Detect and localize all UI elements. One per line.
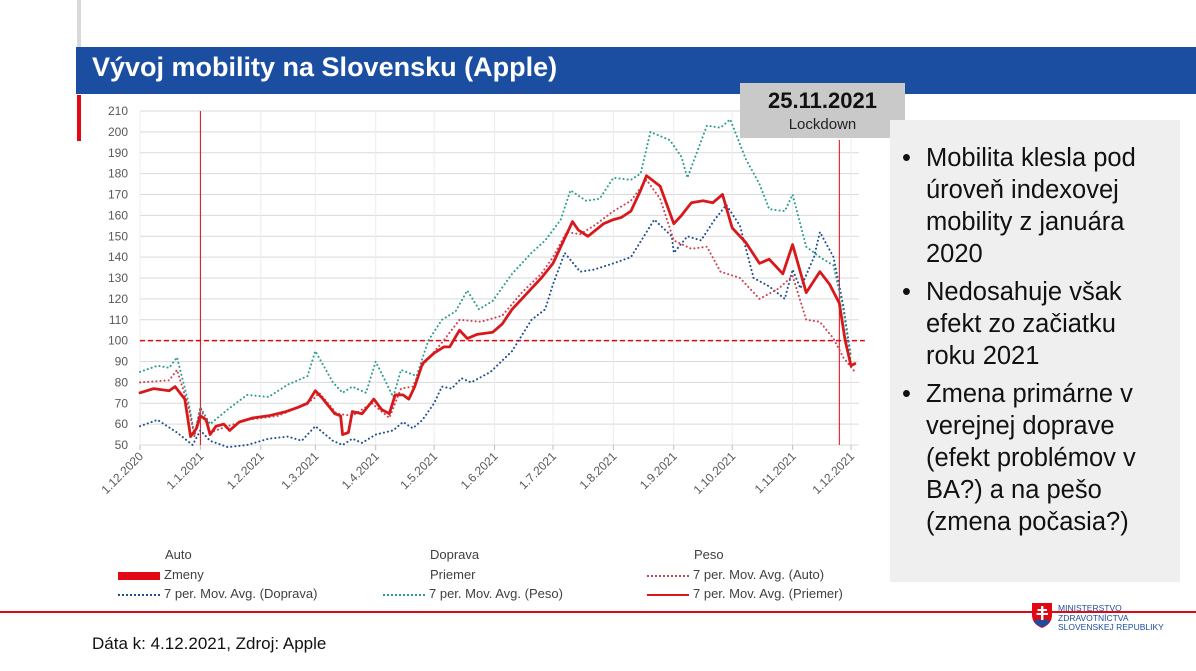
legend-swatch (118, 571, 160, 580)
x-tick-label: 1.9.2021 (637, 449, 680, 492)
x-tick-label: 1.12.2020 (98, 449, 146, 497)
legend-auto-avg: 7 per. Mov. Avg. (Auto) (647, 567, 824, 582)
logo-text: SLOVENSKEJ REPUBLIKY (1058, 622, 1164, 632)
logo-text: MINISTERSTVO (1058, 603, 1122, 613)
series-line--per-mov-avg-doprava (139, 203, 852, 449)
series-line--per-mov-avg-auto (139, 178, 856, 438)
x-tick-label: 1.5.2021 (397, 449, 440, 492)
note-text: Zmena primárne v verejnej doprave (efekt… (926, 380, 1136, 536)
series-lines (138, 118, 857, 449)
legend-doprava: Doprava (430, 547, 480, 562)
notes-box: • Mobilita klesla pod úroveň indexovej mo… (890, 120, 1180, 582)
x-tick-label: 1.2.2021 (224, 449, 267, 492)
note-item: • Mobilita klesla pod úroveň indexovej mo… (902, 142, 1166, 270)
x-tick-label: 1.6.2021 (458, 449, 501, 492)
x-tick-label: 1.12.2021 (809, 449, 857, 497)
title-bar (76, 47, 1196, 94)
y-axis-ticks: 50 60 70 80 90 100 110 120 130 140 150 160 170 180 190… (108, 104, 128, 452)
y-tick-label: 130 (108, 271, 128, 285)
x-tick-label: 1.11.2021 (752, 449, 799, 496)
x-tick-label: 1.1.2021 (164, 449, 207, 492)
series-line--per-mov-avg-priemer (138, 174, 857, 439)
series-line--per-mov-avg-peso (139, 118, 852, 436)
y-tick-label: 180 (108, 167, 128, 181)
y-tick-label: 210 (108, 104, 128, 118)
y-tick-label: 200 (108, 125, 128, 139)
y-tick-label: 170 (108, 188, 128, 202)
y-tick-label: 140 (108, 250, 128, 264)
slide-title: Vývoj mobility na Slovensku (Apple) (92, 52, 558, 82)
y-tick-label: 100 (108, 334, 128, 348)
note-text: Nedosahuje však efekt zo začiatku roku 2… (926, 278, 1122, 370)
y-tick-label: 80 (115, 375, 129, 389)
note-item: • Zmena primárne v verejnej doprave (efek… (902, 378, 1166, 538)
legend-swatch (647, 593, 689, 596)
x-tick-label: 1.7.2021 (516, 449, 559, 492)
legend-swatch (118, 593, 160, 596)
ministry-logo: MINISTERSTVO ZDRAVOTNÍCTVA SLOVENSKEJ RE… (1030, 601, 1164, 634)
lockdown-date: 25.11.2021 (768, 88, 877, 113)
y-tick-label: 150 (108, 229, 128, 243)
grid (139, 110, 859, 450)
mobility-line-chart: 50 60 70 80 90 100 110 120 130 140 150 160 170 180 190… (98, 104, 865, 497)
x-axis-ticks: 1.12.2020 1.1.2021 1.2.2021 1.3.2021 1.4.202… (98, 449, 857, 497)
x-tick-label: 1.10.2021 (691, 449, 739, 497)
x-tick-label: 1.8.2021 (577, 449, 620, 492)
note-item: • Nedosahuje však efekt zo začiatku roku … (902, 276, 1166, 372)
x-tick-label: 1.3.2021 (279, 449, 322, 492)
legend-doprava-avg: 7 per. Mov. Avg. (Doprava) (118, 586, 317, 601)
y-tick-label: 50 (115, 438, 129, 452)
legend-zmeny: Zmeny (118, 567, 204, 582)
y-tick-label: 60 (115, 417, 129, 431)
logo-text: ZDRAVOTNÍCTVA (1058, 613, 1129, 623)
lockdown-label: Lockdown (788, 116, 857, 133)
legend-priemer-avg: 7 per. Mov. Avg. (Priemer) (647, 586, 843, 601)
y-tick-label: 120 (108, 292, 128, 306)
bullet-icon: • (902, 278, 911, 306)
slovak-coat-of-arms-icon (1032, 603, 1052, 628)
y-tick-label: 70 (115, 396, 129, 410)
note-text: Mobilita klesla pod úroveň indexovej mob… (926, 144, 1136, 268)
legend-swatch (647, 574, 689, 577)
legend-priemer: Priemer (430, 567, 476, 582)
red-accent-bar (77, 95, 81, 141)
legend-peso: Peso (694, 547, 724, 562)
header-grey-rule (77, 0, 81, 47)
x-tick-label: 1.4.2021 (339, 449, 382, 492)
bullet-icon: • (902, 144, 911, 172)
lockdown-annotation: 25.11.2021 Lockdown (740, 83, 905, 138)
footer-rule (0, 611, 1196, 613)
y-tick-label: 160 (108, 208, 128, 222)
y-tick-label: 90 (115, 355, 129, 369)
legend-swatch (383, 593, 425, 596)
legend-peso-avg: 7 per. Mov. Avg. (Peso) (383, 586, 563, 601)
source-note: Dáta k: 4.12.2021, Zdroj: Apple (92, 634, 327, 653)
y-tick-label: 110 (109, 313, 128, 327)
y-tick-label: 190 (108, 146, 128, 160)
bullet-icon: • (902, 380, 911, 408)
legend-auto: Auto (165, 547, 192, 562)
